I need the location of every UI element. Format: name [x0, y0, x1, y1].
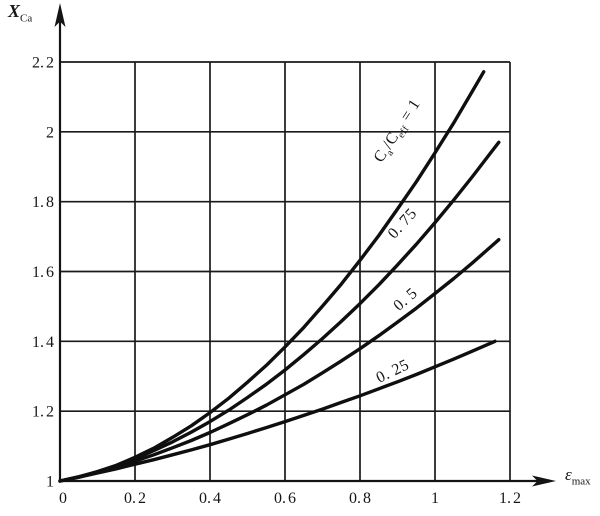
- y-tick-label: 2. 2: [32, 55, 54, 72]
- y-tick-label: 1. 6: [32, 264, 54, 281]
- y-tick-label: 1: [46, 474, 54, 491]
- y-axis-title: XCa: [8, 2, 32, 24]
- y-tick-label: 2: [46, 124, 54, 141]
- curve-ratio-0-5: [58, 238, 501, 483]
- y-axis-subscript: Ca: [20, 12, 33, 25]
- x-tick-label: 0. 2: [124, 490, 146, 507]
- curve-ratio-1: [58, 70, 486, 483]
- x-axis-subscript: max: [571, 475, 591, 488]
- y-tick-label: 1. 8: [32, 194, 54, 211]
- x-axis-arrow-icon: [532, 475, 556, 487]
- y-axis-symbol: X: [8, 1, 21, 21]
- x-tick-label: 1. 2: [499, 490, 521, 507]
- y-tick-label: 1. 2: [32, 404, 54, 421]
- x-tick-label: 0: [59, 490, 67, 507]
- x-tick-label: 0. 8: [349, 490, 371, 507]
- y-axis-arrow-icon: [54, 3, 66, 27]
- x-axis-title: εmax: [565, 466, 591, 487]
- x-tick-label: 1: [431, 490, 439, 507]
- x-tick-label: 0. 4: [199, 490, 221, 507]
- curve-ratio-0-25: [58, 339, 497, 483]
- x-tick-label: 0. 6: [274, 490, 296, 507]
- curve-ratio-0-75: [58, 140, 501, 483]
- y-tick-label: 1. 4: [32, 334, 54, 351]
- x-axis-symbol: ε: [565, 465, 572, 484]
